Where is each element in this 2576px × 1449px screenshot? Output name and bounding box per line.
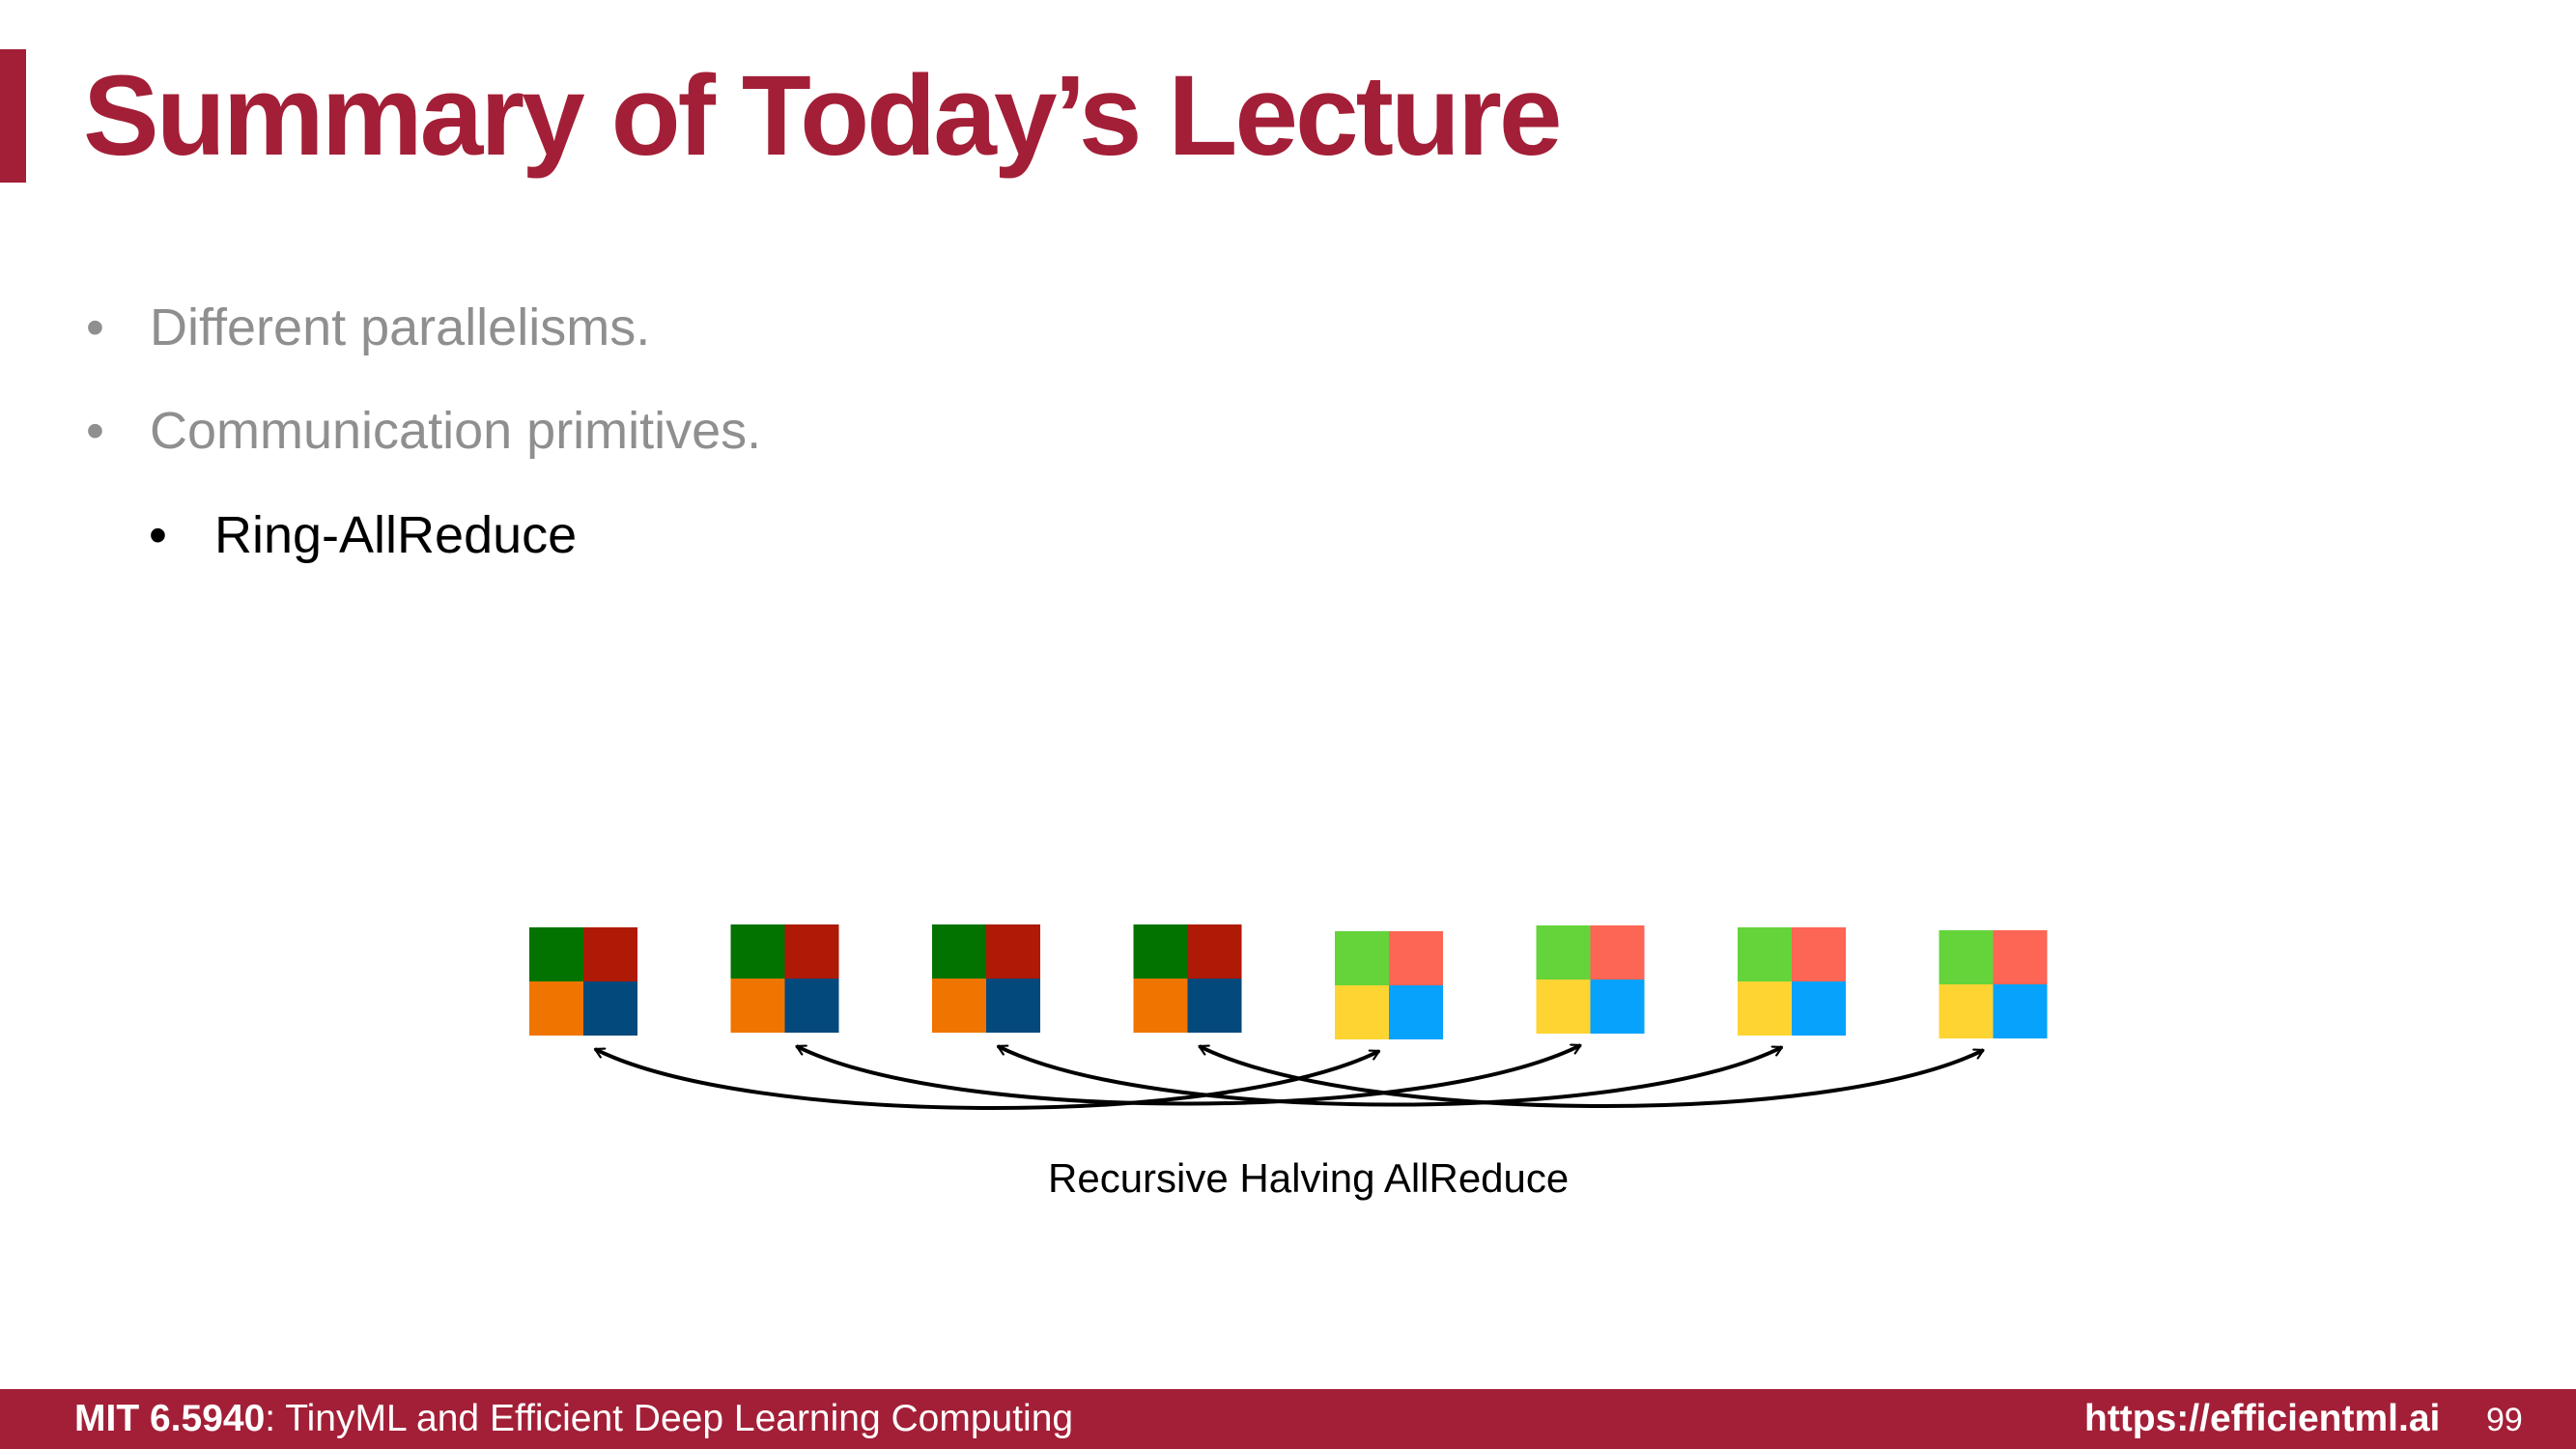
gpu-node-7-chunk-4 (1792, 981, 1846, 1036)
gpu-node-5-chunk-1 (1335, 931, 1389, 985)
gpu-node-4 (1133, 924, 1242, 1033)
gpu-node-1-chunk-1 (529, 927, 583, 981)
gpu-node-6-chunk-1 (1536, 925, 1591, 980)
gpu-node-8-chunk-4 (1993, 984, 2048, 1038)
gpu-node-6-chunk-3 (1536, 980, 1591, 1034)
diagram-caption: Recursive Halving AllReduce (1048, 1155, 1570, 1201)
gpu-node-3-chunk-1 (932, 924, 986, 979)
gpu-node-3-chunk-2 (986, 924, 1040, 979)
gpu-node-2-chunk-2 (784, 924, 839, 979)
footer-bar: MIT 6.5940: TinyML and Efficient Deep Le… (0, 1389, 2576, 1449)
course-code: MIT 6.5940 (74, 1398, 266, 1439)
slide-title: Summary of Today’s Lecture (83, 52, 1563, 180)
gpu-node-1-chunk-2 (583, 927, 637, 981)
gpu-node-5-chunk-2 (1389, 931, 1443, 985)
footer-url-link[interactable]: https://efficientml.ai (2084, 1398, 2441, 1439)
gpu-node-4-chunk-3 (1133, 979, 1188, 1033)
gpu-node-8 (1939, 930, 2048, 1038)
gpu-node-4-chunk-4 (1187, 979, 1242, 1033)
gpu-node-8-chunk-1 (1939, 930, 1994, 984)
gpu-node-1 (529, 927, 637, 1036)
gpu-node-5 (1335, 931, 1443, 1039)
gpu-node-2-chunk-4 (784, 979, 839, 1033)
course-name: : TinyML and Efficient Deep Learning Com… (265, 1398, 1074, 1439)
gpu-node-7-chunk-3 (1738, 981, 1792, 1036)
gpu-node-5-chunk-3 (1335, 985, 1389, 1039)
gpu-node-1-chunk-4 (583, 981, 637, 1036)
gpu-node-3-chunk-4 (986, 979, 1040, 1033)
gpu-node-8-chunk-3 (1939, 984, 1994, 1038)
title-accent-bar (0, 49, 26, 183)
gpu-node-6-chunk-2 (1590, 925, 1645, 980)
gpu-node-6-chunk-4 (1590, 980, 1645, 1034)
gpu-node-2-chunk-1 (730, 924, 785, 979)
gpu-node-7-chunk-2 (1792, 927, 1846, 981)
gpu-node-2-chunk-3 (730, 979, 785, 1033)
gpu-node-4-chunk-1 (1133, 924, 1188, 979)
gpu-node-3-chunk-3 (932, 979, 986, 1033)
gpu-node-1-chunk-3 (529, 981, 583, 1036)
exchange-arrow-4-8 (1200, 1044, 1984, 1108)
gpu-node-6 (1536, 925, 1645, 1034)
footer-course: MIT 6.5940: TinyML and Efficient Deep Le… (74, 1397, 1073, 1441)
exchange-arrow-1-5 (595, 1047, 1379, 1110)
exchange-arrow-3-7 (998, 1044, 1782, 1107)
gpu-node-5-chunk-4 (1389, 985, 1443, 1039)
gpu-node-7 (1738, 927, 1846, 1036)
exchange-arrow-2-6 (797, 1043, 1581, 1106)
gpu-node-8-chunk-2 (1993, 930, 2048, 984)
gpu-node-4-chunk-2 (1187, 924, 1242, 979)
gpu-node-2 (730, 924, 839, 1033)
gpu-node-3 (932, 924, 1040, 1033)
page-number: 99 (2486, 1402, 2523, 1438)
gpu-node-7-chunk-1 (1738, 927, 1792, 981)
